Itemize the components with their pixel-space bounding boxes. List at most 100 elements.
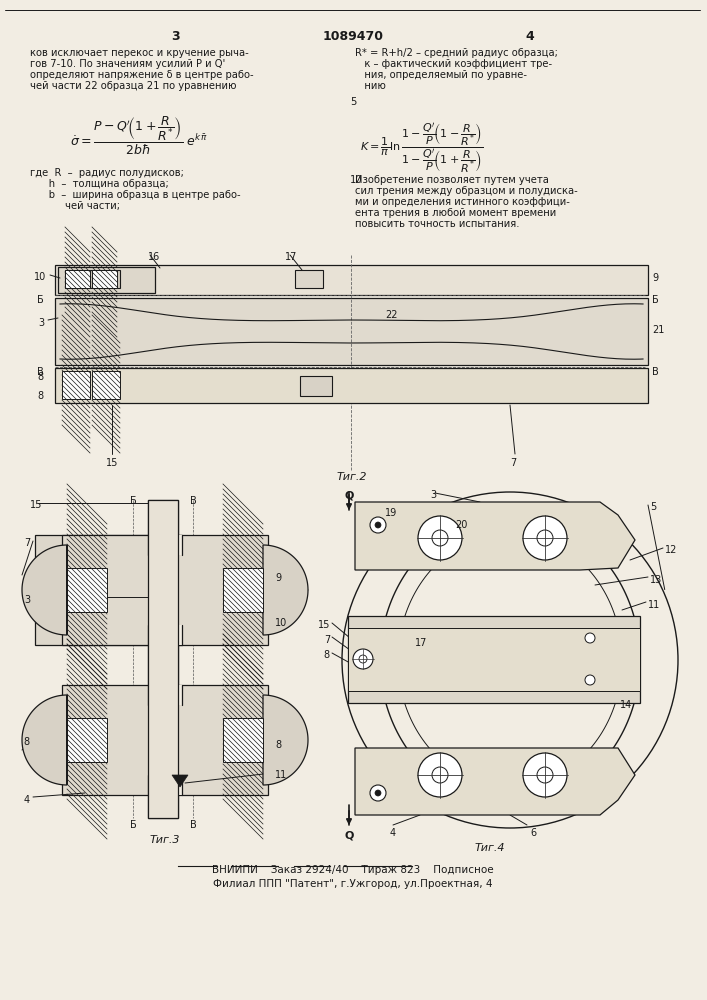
Bar <box>55 265 648 295</box>
Text: чей части;: чей части; <box>65 201 120 211</box>
Text: B: B <box>652 367 659 377</box>
Bar <box>148 500 178 818</box>
Text: 22: 22 <box>385 310 397 320</box>
Circle shape <box>370 517 386 533</box>
Text: 3: 3 <box>430 490 436 500</box>
Bar <box>62 535 268 645</box>
Polygon shape <box>355 748 635 815</box>
Text: 1089470: 1089470 <box>322 30 383 43</box>
Bar <box>55 298 648 365</box>
Bar <box>348 628 640 691</box>
Text: нию: нию <box>355 81 386 91</box>
Text: 7: 7 <box>324 635 330 645</box>
Text: 13: 13 <box>650 575 662 585</box>
Text: Τиг.4: Τиг.4 <box>474 843 506 853</box>
Circle shape <box>353 649 373 669</box>
Text: 11: 11 <box>275 770 287 780</box>
Bar <box>67 568 107 612</box>
Text: 10: 10 <box>275 618 287 628</box>
Bar <box>148 685 182 705</box>
Circle shape <box>523 516 567 560</box>
Bar <box>67 718 107 762</box>
Bar <box>148 535 182 555</box>
Circle shape <box>375 790 381 796</box>
Text: где  R  –  радиус полудисков;: где R – радиус полудисков; <box>30 168 184 178</box>
Bar <box>295 270 323 288</box>
Text: 8: 8 <box>324 650 330 660</box>
Text: 4: 4 <box>390 828 396 838</box>
Text: 5: 5 <box>650 502 656 512</box>
Text: ков исключает перекос и кручение рыча-: ков исключает перекос и кручение рыча- <box>30 48 249 58</box>
Polygon shape <box>22 545 67 635</box>
Text: 20: 20 <box>455 520 467 530</box>
Text: чей части 22 образца 21 по уравнению: чей части 22 образца 21 по уравнению <box>30 81 237 91</box>
Text: B: B <box>37 367 44 377</box>
Text: ми и определения истинного коэффици-: ми и определения истинного коэффици- <box>355 197 570 207</box>
Text: Q: Q <box>344 490 354 500</box>
Text: Изобретение позволяет путем учета: Изобретение позволяет путем учета <box>355 175 549 185</box>
Bar <box>92 371 120 399</box>
Bar <box>92 270 117 288</box>
Text: ента трения в любой момент времени: ента трения в любой момент времени <box>355 208 556 218</box>
Polygon shape <box>263 695 308 785</box>
Text: В: В <box>189 820 197 830</box>
Text: 8: 8 <box>275 740 281 750</box>
Bar <box>148 625 182 645</box>
Text: Τиг.2: Τиг.2 <box>337 472 367 482</box>
Text: 7: 7 <box>510 458 516 468</box>
Text: ния, определяемый по уравне-: ния, определяемый по уравне- <box>355 70 527 80</box>
Bar <box>300 376 332 396</box>
Text: 15: 15 <box>317 620 330 630</box>
Bar <box>58 267 155 293</box>
Text: 8: 8 <box>38 372 44 382</box>
Bar <box>65 270 120 288</box>
Bar <box>348 616 640 703</box>
Text: 15: 15 <box>106 458 118 468</box>
Circle shape <box>418 516 462 560</box>
Text: Τиг.3: Τиг.3 <box>150 835 180 845</box>
Text: R* = R+h/2 – средний радиус образца;: R* = R+h/2 – средний радиус образца; <box>355 48 558 58</box>
Text: Филиал ППП "Патент", г.Ужгород, ул.Проектная, 4: Филиал ППП "Патент", г.Ужгород, ул.Проек… <box>214 879 493 889</box>
Text: Б: Б <box>129 820 136 830</box>
Circle shape <box>585 633 595 643</box>
Circle shape <box>585 675 595 685</box>
Text: Б: Б <box>37 295 44 305</box>
Text: 3: 3 <box>170 30 180 43</box>
Text: В: В <box>189 496 197 506</box>
Text: 9: 9 <box>652 273 658 283</box>
Text: 10: 10 <box>34 272 46 282</box>
Text: 3: 3 <box>38 318 44 328</box>
Text: повысить точность испытания.: повысить точность испытания. <box>355 219 520 229</box>
Polygon shape <box>263 545 308 635</box>
Text: 12: 12 <box>665 545 677 555</box>
Bar <box>62 685 268 795</box>
Bar <box>148 500 178 818</box>
Bar <box>35 535 182 645</box>
Text: 10: 10 <box>350 175 363 185</box>
Text: 17: 17 <box>285 252 298 262</box>
Circle shape <box>370 785 386 801</box>
Text: определяют напряжение δ в центре рабо-: определяют напряжение δ в центре рабо- <box>30 70 254 80</box>
Text: 4: 4 <box>525 30 534 43</box>
Text: Q: Q <box>344 830 354 840</box>
Text: $K{=}\dfrac{1}{\pi}\ln\dfrac{1-\dfrac{Q'}{P}\!\left(1-\dfrac{R}{R^{*}}\right)}{1: $K{=}\dfrac{1}{\pi}\ln\dfrac{1-\dfrac{Q'… <box>360 122 484 175</box>
Text: 9: 9 <box>275 573 281 583</box>
Text: 8: 8 <box>24 737 30 747</box>
Circle shape <box>375 522 381 528</box>
Text: 19: 19 <box>385 508 397 518</box>
Bar <box>148 775 182 795</box>
Polygon shape <box>172 775 188 787</box>
Text: 21: 21 <box>652 325 665 335</box>
Text: к – фактический коэффициент тре-: к – фактический коэффициент тре- <box>355 59 552 69</box>
Bar <box>223 568 263 612</box>
Text: 6: 6 <box>530 828 536 838</box>
Text: ВНИИПИ    Заказ 2924/40    Тираж 823    Подписное: ВНИИПИ Заказ 2924/40 Тираж 823 Подписное <box>212 865 493 875</box>
Text: 14: 14 <box>620 700 632 710</box>
Text: 5: 5 <box>350 97 356 107</box>
Polygon shape <box>22 695 67 785</box>
Text: $\dot{\sigma} = \dfrac{P - Q'\!\left(1+\dfrac{R}{R^{*}}\right)}{2b\hbar}\ e^{k\b: $\dot{\sigma} = \dfrac{P - Q'\!\left(1+\… <box>70 115 207 157</box>
Polygon shape <box>355 502 635 570</box>
Text: Б: Б <box>652 295 659 305</box>
Bar <box>223 718 263 762</box>
Text: 4: 4 <box>24 795 30 805</box>
